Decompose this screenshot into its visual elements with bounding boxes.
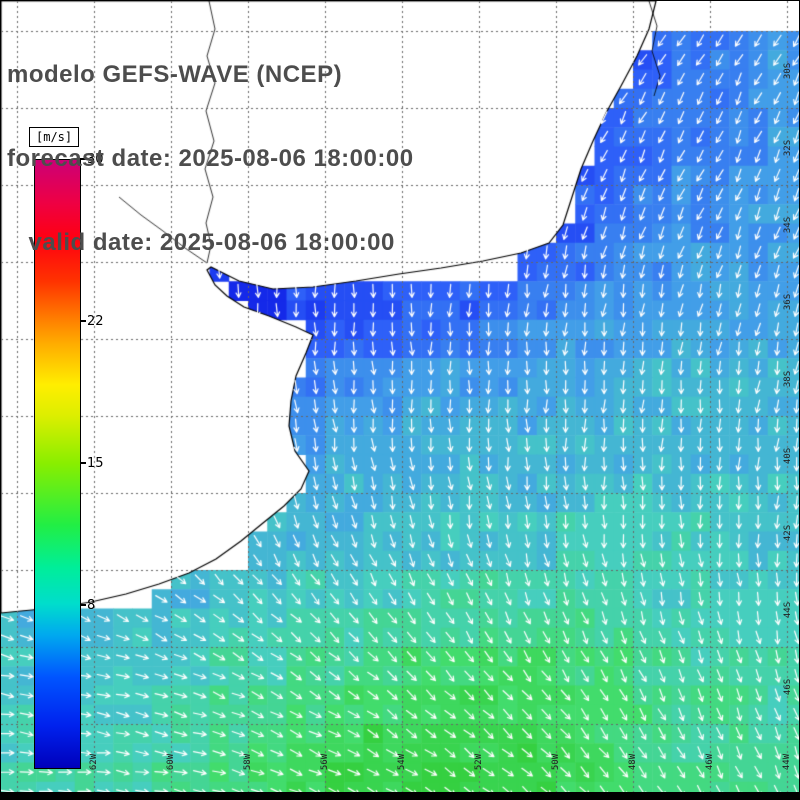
lat-tick-label: 46S — [783, 678, 793, 696]
colorbar-tick-mark — [80, 462, 86, 464]
lat-tick-label: 34S — [783, 216, 793, 234]
colorbar-tick-mark — [80, 158, 86, 160]
lat-tick-label: 42S — [783, 524, 793, 542]
colorbar-tick-mark — [80, 603, 86, 606]
lon-tick-label: 52W — [474, 753, 484, 771]
colorbar-unit-label: [m/s] — [29, 127, 80, 147]
lon-tick-label: 48W — [628, 753, 638, 771]
frame-bottom-bar — [1, 792, 799, 799]
lat-tick-label: 30S — [783, 62, 793, 80]
colorbar-tick-label: 22 — [87, 314, 104, 330]
lon-tick-label: 44W — [782, 753, 792, 771]
lat-tick-label: 36S — [783, 293, 793, 311]
lon-tick-label: 58W — [243, 753, 253, 771]
colorbar-tick-label: 8 — [87, 597, 96, 613]
lon-tick-label: 50W — [551, 753, 561, 771]
plot-title-block: modelo GEFS-WAVE (NCEP) forecast date: 2… — [7, 5, 414, 313]
lon-tick-label: 56W — [320, 753, 330, 771]
lon-tick-label: 46W — [705, 753, 715, 771]
colorbar-tick-label: 30 — [87, 152, 104, 167]
forecast-date-label: forecast date: 2025-08-06 18:00:00 — [7, 145, 414, 172]
valid-date-label: valid date: 2025-08-06 18:00:00 — [7, 229, 395, 256]
colorbar-tick-label: 15 — [87, 456, 104, 471]
lat-tick-label: 38S — [783, 370, 793, 388]
colorbar-tick-mark — [80, 320, 86, 323]
lon-tick-label: 60W — [166, 753, 176, 771]
colorbar: [m/s] 30 22 15 8 — [29, 127, 109, 777]
lat-tick-label: 40S — [783, 447, 793, 465]
lat-tick-label: 32S — [783, 139, 793, 157]
colorbar-gradient — [34, 159, 81, 769]
lat-tick-label: 44S — [783, 601, 793, 619]
lon-tick-label: 54W — [397, 753, 407, 771]
model-title: modelo GEFS-WAVE (NCEP) — [7, 61, 343, 88]
